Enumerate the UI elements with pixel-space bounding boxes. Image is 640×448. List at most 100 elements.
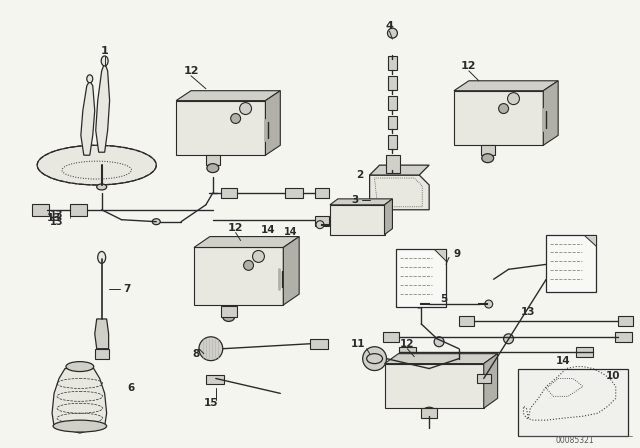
Polygon shape	[194, 237, 299, 247]
Ellipse shape	[66, 362, 93, 371]
Circle shape	[316, 221, 324, 228]
Polygon shape	[454, 81, 558, 90]
Polygon shape	[396, 250, 446, 307]
Bar	[618, 316, 632, 326]
Polygon shape	[176, 101, 266, 155]
Bar	[315, 216, 329, 226]
Bar	[70, 204, 87, 216]
Circle shape	[199, 337, 223, 361]
Polygon shape	[543, 81, 558, 145]
Text: 11: 11	[351, 339, 365, 349]
Bar	[387, 155, 401, 173]
Bar	[388, 116, 397, 129]
Polygon shape	[330, 205, 385, 235]
Polygon shape	[370, 165, 429, 175]
Ellipse shape	[37, 145, 156, 185]
Bar	[399, 347, 416, 357]
Text: 5: 5	[440, 294, 447, 304]
Text: 12: 12	[461, 61, 477, 71]
Bar	[518, 369, 628, 436]
Polygon shape	[95, 319, 109, 349]
Polygon shape	[284, 237, 299, 305]
Circle shape	[499, 103, 509, 113]
Text: 7: 7	[123, 284, 130, 294]
Bar	[206, 375, 224, 384]
Ellipse shape	[97, 184, 107, 190]
Circle shape	[230, 113, 241, 124]
Bar	[221, 188, 237, 198]
Bar	[95, 349, 109, 359]
Circle shape	[508, 93, 520, 104]
Text: 15: 15	[204, 398, 218, 408]
Ellipse shape	[223, 313, 235, 321]
Text: 14: 14	[556, 356, 570, 366]
Bar	[285, 188, 303, 198]
Text: 9: 9	[453, 250, 461, 259]
Text: 13: 13	[51, 210, 64, 220]
Circle shape	[244, 260, 253, 270]
Ellipse shape	[53, 420, 107, 432]
Polygon shape	[584, 235, 596, 246]
Polygon shape	[330, 199, 392, 205]
Text: 6: 6	[128, 383, 135, 393]
Text: 2: 2	[356, 170, 364, 180]
Bar	[32, 204, 49, 216]
Circle shape	[387, 28, 397, 38]
Ellipse shape	[98, 251, 106, 263]
Polygon shape	[385, 353, 498, 364]
Bar	[221, 306, 237, 317]
Text: 00085321: 00085321	[556, 436, 595, 445]
Ellipse shape	[152, 219, 160, 224]
Circle shape	[434, 337, 444, 347]
Polygon shape	[385, 364, 484, 408]
Ellipse shape	[101, 56, 108, 66]
Circle shape	[415, 300, 423, 308]
Text: 10: 10	[605, 371, 620, 382]
Text: 13: 13	[521, 307, 536, 317]
Bar	[388, 76, 397, 90]
Bar	[383, 332, 399, 342]
Circle shape	[484, 300, 493, 308]
Text: 13: 13	[47, 213, 61, 223]
Text: 14: 14	[261, 224, 276, 235]
Bar	[615, 332, 632, 342]
Polygon shape	[454, 90, 543, 145]
Polygon shape	[81, 81, 95, 155]
Text: 14: 14	[284, 227, 297, 237]
Text: 8: 8	[193, 349, 200, 359]
Circle shape	[363, 347, 387, 370]
Polygon shape	[434, 250, 446, 261]
Polygon shape	[52, 369, 107, 433]
Text: 12: 12	[183, 66, 199, 76]
Polygon shape	[547, 235, 596, 292]
Polygon shape	[370, 175, 429, 210]
Text: 12: 12	[400, 339, 415, 349]
Bar	[481, 145, 495, 155]
Bar	[388, 96, 397, 110]
Ellipse shape	[87, 75, 93, 83]
Circle shape	[253, 250, 264, 263]
Polygon shape	[484, 353, 498, 408]
Bar	[576, 347, 593, 357]
Polygon shape	[266, 90, 280, 155]
Bar	[388, 56, 397, 70]
Circle shape	[504, 334, 513, 344]
Bar	[388, 135, 397, 149]
Bar	[206, 155, 220, 165]
Ellipse shape	[482, 154, 493, 163]
Polygon shape	[176, 90, 280, 101]
Bar	[315, 188, 329, 198]
Polygon shape	[385, 199, 392, 235]
Polygon shape	[194, 247, 284, 305]
Text: 12: 12	[228, 223, 243, 233]
Polygon shape	[96, 63, 109, 152]
Bar	[310, 339, 328, 349]
Text: 13: 13	[51, 217, 64, 227]
Text: 4: 4	[385, 21, 394, 31]
Ellipse shape	[423, 407, 435, 415]
Bar	[459, 316, 474, 326]
Ellipse shape	[207, 164, 219, 172]
Text: 3: 3	[351, 195, 358, 205]
Text: 1: 1	[100, 46, 109, 56]
Bar	[477, 374, 491, 383]
